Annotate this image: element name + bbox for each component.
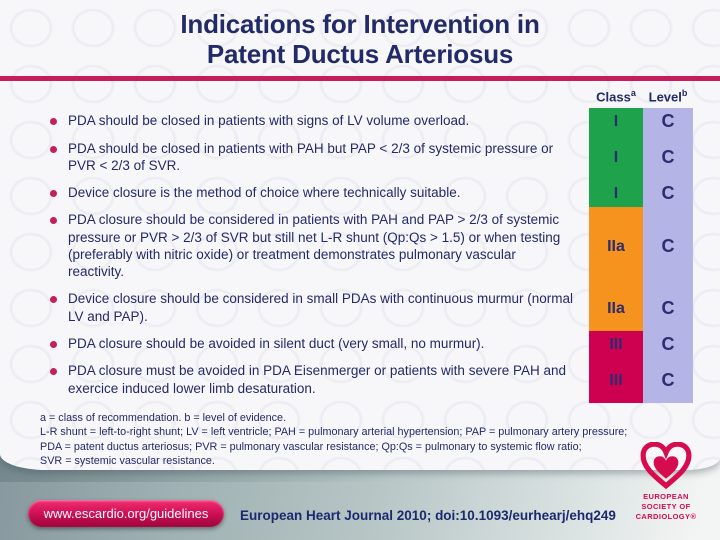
recommendation-text: PDA should be closed in patients with PA… xyxy=(68,140,554,173)
level-value: C xyxy=(661,147,675,168)
esc-heart-icon xyxy=(640,442,692,490)
bullet-icon xyxy=(50,340,57,348)
table-row: Device closure is the method of choice w… xyxy=(44,180,693,208)
recommendation-text: PDA should be closed in patients with si… xyxy=(68,113,470,129)
table-header: Classa Levelb xyxy=(44,88,693,108)
level-cell: C xyxy=(643,330,693,359)
recommendation-cell: PDA closure must be avoided in PDA Eisen… xyxy=(44,358,589,403)
class-label: Class xyxy=(596,89,631,105)
title-divider xyxy=(0,75,720,81)
recommendation-text: Device closure is the method of choice w… xyxy=(68,185,461,201)
guidelines-link-button[interactable]: www.escardio.org/guidelines xyxy=(28,500,224,527)
class-value: IIa xyxy=(607,237,625,255)
class-value: III xyxy=(609,371,623,389)
table-row: PDA should be closed in patients with si… xyxy=(44,108,693,136)
content-sheet: Indications for Intervention in Patent D… xyxy=(0,0,720,470)
citation-text: European Heart Journal 2010; doi:10.1093… xyxy=(240,508,616,523)
footnote-line: L-R shunt = left-to-right shunt; LV = le… xyxy=(40,426,628,439)
recommendation-cell: Device closure is the method of choice w… xyxy=(44,180,589,207)
level-value: C xyxy=(661,183,675,204)
footnote-line: SVR = systemic vascular resistance. xyxy=(40,455,215,468)
recommendation-cell: PDA closure should be avoided in silent … xyxy=(44,331,589,358)
level-cell: C xyxy=(643,135,693,181)
class-cell: IIa xyxy=(589,207,643,287)
level-value: C xyxy=(661,236,675,257)
recommendation-cell: Device closure should be considered in s… xyxy=(44,286,589,331)
class-value: III xyxy=(609,335,623,353)
table-row: PDA closure should be considered in pati… xyxy=(44,207,693,287)
column-header-class: Classa xyxy=(589,88,643,108)
recommendations-table: Classa Levelb PDA should be closed in pa… xyxy=(44,88,693,403)
recommendation-text: PDA closure should be considered in pati… xyxy=(68,212,561,280)
level-cell: C xyxy=(643,108,693,136)
esc-text-line2: SOCIETY OF xyxy=(641,501,691,511)
column-header-level: Levelb xyxy=(643,88,693,108)
level-label: Level xyxy=(648,89,682,105)
esc-text-line1: EUROPEAN xyxy=(643,492,689,501)
level-value: C xyxy=(661,370,675,391)
table-header-spacer xyxy=(44,88,589,108)
class-value: I xyxy=(613,184,619,202)
recommendation-text: Device closure should be considered in s… xyxy=(68,291,573,324)
bullet-icon xyxy=(50,190,57,198)
class-cell: III xyxy=(589,358,643,403)
bullet-icon xyxy=(50,118,57,126)
class-cell: III xyxy=(589,330,643,359)
bullet-icon xyxy=(50,296,57,304)
level-cell: C xyxy=(643,286,693,331)
recommendation-text: PDA closure must be avoided in PDA Eisen… xyxy=(68,363,566,396)
bullet-icon xyxy=(50,368,57,376)
page-title: Indications for Intervention in Patent D… xyxy=(0,0,720,70)
class-superscript: a xyxy=(630,88,636,98)
class-cell: I xyxy=(589,108,643,136)
page-title-line2: Patent Ductus Arteriosus xyxy=(206,39,514,70)
table-row: Device closure should be considered in s… xyxy=(44,286,693,331)
footnotes: a = class of recommendation. b = level o… xyxy=(40,411,710,468)
level-cell: C xyxy=(643,180,693,208)
table-row: PDA closure must be avoided in PDA Eisen… xyxy=(44,358,693,403)
esc-text-line3: CARDIOLOGY® xyxy=(635,511,697,521)
page-title-line1: Indications for Intervention in xyxy=(180,9,540,39)
recommendation-text: PDA closure should be avoided in silent … xyxy=(68,335,485,351)
class-cell: I xyxy=(589,180,643,208)
level-value: C xyxy=(661,111,675,132)
table-rows: PDA should be closed in patients with si… xyxy=(44,108,693,403)
class-cell: IIa xyxy=(589,286,643,331)
level-cell: C xyxy=(643,207,693,287)
recommendation-cell: PDA should be closed in patients with si… xyxy=(44,108,589,135)
bullet-icon xyxy=(50,145,57,153)
level-superscript: b xyxy=(681,88,688,98)
class-value: I xyxy=(613,148,619,166)
bullet-icon xyxy=(50,217,57,225)
footnote-line: PDA = patent ductus arteriosus; PVR = pu… xyxy=(40,440,582,453)
recommendation-cell: PDA closure should be considered in pati… xyxy=(44,207,589,286)
level-cell: C xyxy=(643,358,693,403)
class-cell: I xyxy=(589,135,643,181)
class-value: IIa xyxy=(607,299,625,317)
esc-logo: EUROPEAN SOCIETY OF CARDIOLOGY® xyxy=(620,442,712,521)
esc-logo-text: EUROPEAN SOCIETY OF CARDIOLOGY® xyxy=(620,492,712,521)
table-row: PDA should be closed in patients with PA… xyxy=(44,135,693,181)
recommendation-cell: PDA should be closed in patients with PA… xyxy=(44,136,589,181)
footnote-line: a = class of recommendation. b = level o… xyxy=(40,412,287,424)
class-value: I xyxy=(613,112,619,130)
level-value: C xyxy=(661,298,675,319)
level-value: C xyxy=(661,334,675,355)
table-row: PDA closure should be avoided in silent … xyxy=(44,330,693,359)
